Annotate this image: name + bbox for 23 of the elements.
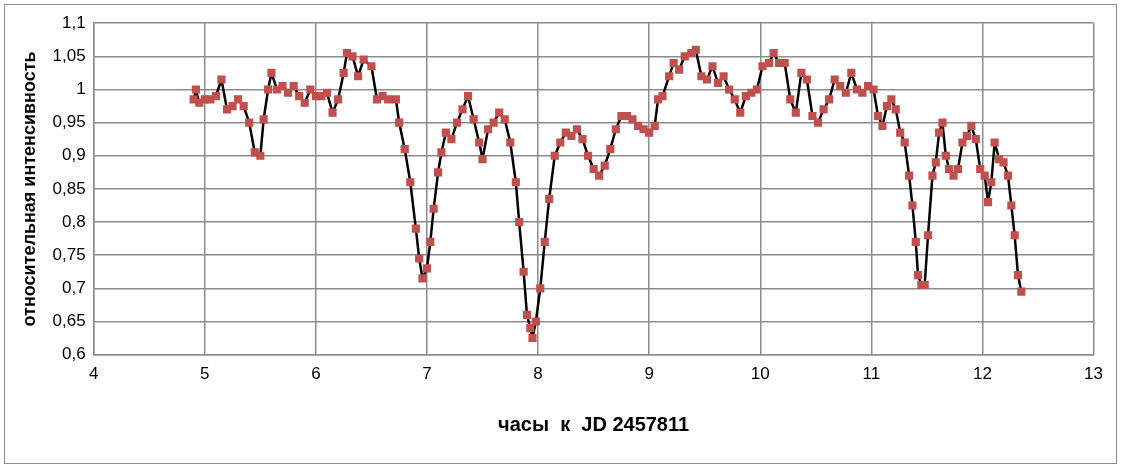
x-tick-label: 12	[972, 364, 992, 384]
x-tick-label: 9	[644, 364, 654, 384]
y-tick-label: 0,95	[52, 112, 86, 132]
y-tick-label: 1	[76, 79, 86, 99]
x-tick-label: 5	[200, 364, 210, 384]
y-tick-label: 0,75	[52, 244, 86, 264]
y-tick-label: 1,05	[52, 46, 86, 66]
y-tick-label: 0,65	[52, 311, 86, 331]
x-tick-label: 11	[862, 364, 881, 384]
y-axis-title: относительная интенсивность	[18, 51, 39, 327]
x-tick-label: 13	[1084, 364, 1104, 384]
y-tick-label: 0,9	[62, 145, 86, 165]
y-tick-label: 0,6	[62, 344, 86, 364]
x-tick-label: 8	[533, 364, 543, 384]
x-tick-label: 6	[311, 364, 321, 384]
x-tick-label: 10	[750, 364, 770, 384]
x-tick-label: 7	[422, 364, 432, 384]
y-tick-label: 0,7	[62, 278, 86, 298]
y-tick-label: 0,85	[52, 178, 86, 198]
y-tick-label: 0,8	[62, 211, 86, 231]
x-axis-title: часы к JD 2457811	[498, 412, 690, 435]
y-tick-label: 1,1	[62, 12, 86, 32]
x-tick-label: 4	[88, 364, 99, 384]
